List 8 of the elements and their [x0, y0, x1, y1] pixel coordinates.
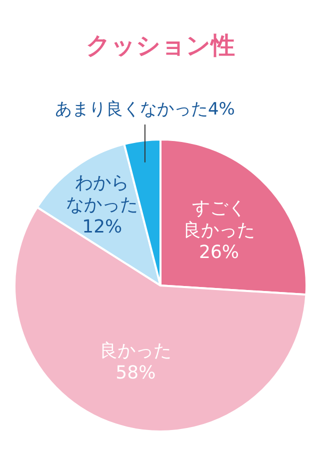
slice-label: すごく良かった: [183, 198, 256, 242]
chart-title: クッション性: [86, 32, 235, 60]
slice-label: あまり良くなかった4%: [54, 100, 235, 120]
slice-label: 良かった: [100, 340, 172, 362]
data-label: 26%: [199, 242, 240, 264]
data-label: 58%: [116, 362, 156, 384]
data-label: 12%: [82, 216, 122, 238]
slice-label: わからなかった: [66, 172, 138, 216]
